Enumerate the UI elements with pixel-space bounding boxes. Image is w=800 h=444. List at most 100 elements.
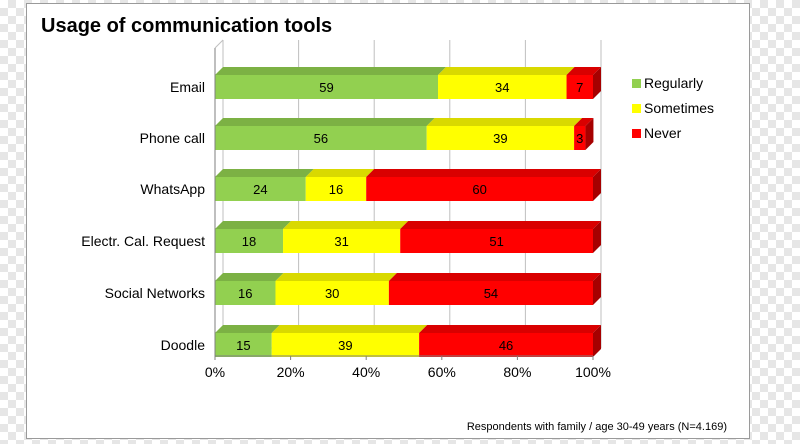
bar-top-face bbox=[366, 169, 601, 177]
legend: Regularly Sometimes Never bbox=[632, 75, 714, 141]
bar-segment-regularly: 59 bbox=[215, 67, 447, 99]
bar-top-face bbox=[574, 118, 594, 126]
bar bbox=[438, 75, 567, 99]
data-label: 7 bbox=[576, 80, 583, 95]
category-label: Email bbox=[170, 79, 205, 95]
bar-segment-regularly: 15 bbox=[215, 325, 280, 357]
bar-segment-regularly: 16 bbox=[215, 273, 284, 305]
data-label: 30 bbox=[325, 286, 339, 301]
legend-item-sometimes: Sometimes bbox=[632, 100, 714, 116]
bar-top-face bbox=[275, 273, 397, 281]
x-tick-label: 40% bbox=[352, 364, 380, 380]
wall-edge bbox=[214, 39, 224, 49]
bar-segment-sometimes: 16 bbox=[305, 169, 375, 201]
bar-top-face bbox=[283, 221, 409, 229]
legend-swatch bbox=[632, 104, 641, 113]
bar bbox=[275, 281, 389, 305]
bar-segment-never: 60 bbox=[366, 169, 601, 201]
data-label: 54 bbox=[484, 286, 498, 301]
data-label: 46 bbox=[499, 338, 513, 353]
bar bbox=[305, 177, 367, 201]
bar bbox=[215, 75, 439, 99]
bar-top-face bbox=[215, 118, 435, 126]
category-label: Social Networks bbox=[105, 285, 205, 301]
chart-frame: Usage of communication tools 59 34 7 56 39 3 2… bbox=[26, 3, 750, 439]
data-label: 60 bbox=[472, 182, 486, 197]
bar-top-face bbox=[271, 325, 428, 333]
bar bbox=[400, 229, 593, 253]
category-label: Phone call bbox=[140, 130, 205, 146]
chart-title: Usage of communication tools bbox=[41, 15, 332, 37]
data-label: 51 bbox=[489, 234, 503, 249]
bar bbox=[419, 333, 593, 357]
axes: 0% 20% 40% 60% 80% 100% Email Phone call WhatsAp… bbox=[81, 48, 611, 380]
bar-segment-sometimes: 30 bbox=[275, 273, 397, 305]
bar-top-face bbox=[215, 221, 292, 229]
data-label: 16 bbox=[329, 182, 343, 197]
bar-segment-sometimes: 39 bbox=[426, 118, 583, 150]
bar bbox=[271, 333, 420, 357]
x-tick-label: 0% bbox=[205, 364, 225, 380]
bar-top-face bbox=[566, 67, 601, 75]
bar-top-face bbox=[388, 273, 601, 281]
legend-item-never: Never bbox=[632, 125, 682, 141]
category-label: Doodle bbox=[161, 337, 206, 353]
bar-top-face bbox=[215, 325, 280, 333]
footnote: Respondents with family / age 30-49 year… bbox=[467, 421, 727, 433]
data-label: 24 bbox=[253, 182, 267, 197]
data-label: 56 bbox=[314, 131, 328, 146]
bar-side-face bbox=[593, 169, 601, 201]
data-label: 18 bbox=[242, 234, 256, 249]
bar bbox=[574, 126, 586, 150]
bar-segment-never: 51 bbox=[400, 221, 601, 253]
bar bbox=[215, 126, 427, 150]
bar-top-face bbox=[419, 325, 601, 333]
bar bbox=[215, 177, 306, 201]
stacked-bar-chart: Usage of communication tools 59 34 7 56 39 3 2… bbox=[41, 15, 727, 433]
bar-top-face bbox=[215, 169, 314, 177]
bar bbox=[215, 229, 284, 253]
bar-segment-sometimes: 31 bbox=[283, 221, 409, 253]
bar bbox=[388, 281, 593, 305]
bar-segment-regularly: 18 bbox=[215, 221, 292, 253]
legend-item-regularly: Regularly bbox=[632, 75, 703, 91]
bar-segment-regularly: 56 bbox=[215, 118, 435, 150]
bar-segment-sometimes: 39 bbox=[271, 325, 428, 357]
bar-top-face bbox=[305, 169, 375, 177]
bar-segment-sometimes: 34 bbox=[438, 67, 575, 99]
x-tick-label: 80% bbox=[503, 364, 531, 380]
bar bbox=[215, 333, 272, 357]
legend-swatch bbox=[632, 79, 641, 88]
legend-label: Never bbox=[644, 125, 682, 141]
bar-side-face bbox=[593, 67, 601, 99]
x-tick-label: 20% bbox=[277, 364, 305, 380]
legend-label: Sometimes bbox=[644, 100, 714, 116]
bar-segment-never: 3 bbox=[574, 118, 594, 150]
x-tick-label: 60% bbox=[428, 364, 456, 380]
data-label: 3 bbox=[576, 131, 583, 146]
bar bbox=[566, 75, 593, 99]
bar-segment-never: 54 bbox=[388, 273, 601, 305]
data-label: 34 bbox=[495, 80, 509, 95]
bar-top-face bbox=[438, 67, 575, 75]
bar bbox=[283, 229, 401, 253]
data-label: 31 bbox=[334, 234, 348, 249]
bar-side-face bbox=[593, 325, 601, 357]
bar-top-face bbox=[215, 273, 284, 281]
legend-label: Regularly bbox=[644, 75, 703, 91]
data-label: 39 bbox=[338, 338, 352, 353]
bar bbox=[215, 281, 276, 305]
category-label: WhatsApp bbox=[140, 181, 205, 197]
bar-top-face bbox=[215, 67, 447, 75]
bar bbox=[366, 177, 593, 201]
bar bbox=[426, 126, 575, 150]
bar-segment-never: 7 bbox=[566, 67, 601, 99]
bar-top-face bbox=[426, 118, 583, 126]
x-tick-label: 100% bbox=[575, 364, 611, 380]
bar-segment-never: 46 bbox=[419, 325, 601, 357]
bars: 59 34 7 56 39 3 24 16 60 18 31 51 16 30 54 15 39 46 bbox=[215, 67, 601, 357]
data-label: 59 bbox=[319, 80, 333, 95]
bar-side-face bbox=[593, 273, 601, 305]
data-label: 16 bbox=[238, 286, 252, 301]
category-label: Electr. Cal. Request bbox=[81, 233, 205, 249]
